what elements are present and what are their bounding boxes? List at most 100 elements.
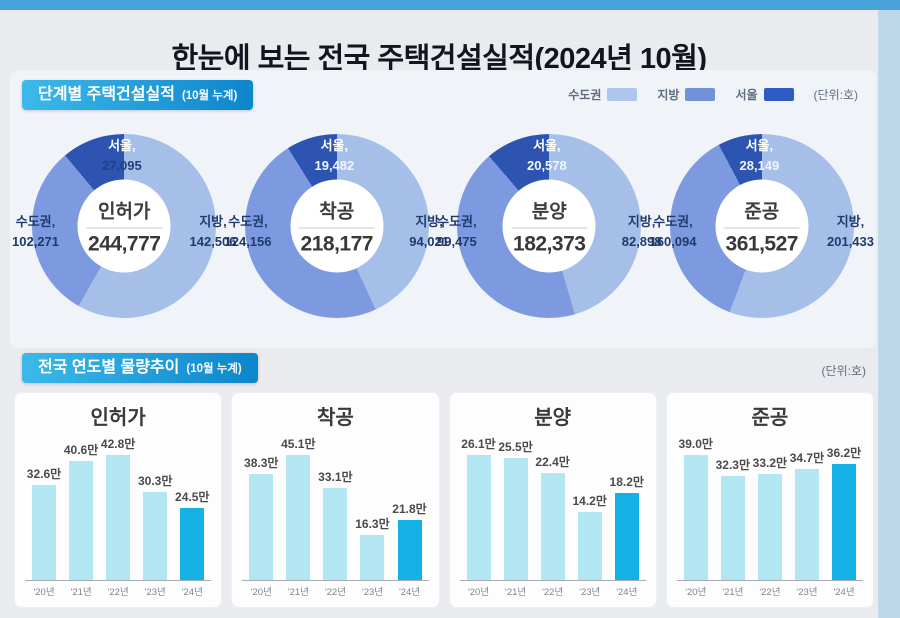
donut-title: 준공 <box>744 201 780 222</box>
bar <box>540 473 565 580</box>
donut-label-seoul: 서울, 27,095 <box>101 138 142 173</box>
bar-column: 45.1만 <box>281 435 316 580</box>
bar-value-label: 22.4만 <box>535 455 570 469</box>
right-accent-strip <box>878 10 900 618</box>
trend-section-header: 전국 연도별 물량추이 (10월 누계) <box>22 353 258 383</box>
stage-section-header: 단계별 주택건설실적 (10월 누계) <box>22 80 254 110</box>
bar-value-label: 39.0만 <box>678 437 713 451</box>
bar-column: 40.6만 <box>64 441 98 580</box>
bar-column: 36.2만 <box>827 444 861 580</box>
x-axis-label: '23년 <box>361 587 383 598</box>
bar <box>360 535 385 580</box>
bar-column: 39.0만 <box>679 435 713 580</box>
legend: 수도권 지방 서울 (단위:호) <box>568 86 858 103</box>
bar <box>577 512 602 580</box>
bar-column: 25.5만 <box>498 438 533 580</box>
donut-label-seoul: 서울, 28,149 <box>739 138 780 173</box>
bar-chart-title: 인허가 <box>90 407 146 429</box>
x-axis-label: '22년 <box>759 587 781 598</box>
donut-chart-starts: 착공 218,177 서울, 19,482 수도권, 124,156 지방, 9… <box>225 130 449 330</box>
bar-column: 33.1만 <box>318 468 353 580</box>
bar <box>143 492 168 580</box>
donut-row: 인허가 244,777 서울, 27,095 수도권, 102,271 지방, … <box>12 130 874 330</box>
bar <box>720 476 745 580</box>
donut-total: 182,373 <box>513 232 586 255</box>
bar-highlighted <box>832 464 856 580</box>
donut-total: 361,527 <box>725 232 799 255</box>
bar-value-label: 32.6만 <box>26 467 62 481</box>
donut-label-capital: 수도권, 102,271 <box>12 214 59 249</box>
bar-plot-area: 32.6만 40.6만 42.8만 30.3만 24.5만 <box>25 432 212 581</box>
bar-plot-area: 39.0만 32.3만 33.2만 34.7만 36.2만 <box>676 432 863 581</box>
legend-item-seoul: 서울 <box>735 86 794 103</box>
x-axis-label: '24년 <box>833 587 855 598</box>
bar-column: 14.2만 <box>572 492 607 580</box>
bar-value-label: 18.2만 <box>609 475 644 489</box>
bar-column: 32.6만 <box>27 465 61 580</box>
bar <box>286 455 311 580</box>
donut-label-capital: 수도권, 124,156 <box>224 214 272 249</box>
legend-swatch-capital <box>607 88 638 101</box>
bar-value-label: 33.1만 <box>318 470 353 484</box>
bar-column: 42.8만 <box>101 435 135 580</box>
trend-section-header-sub: (10월 누계) <box>186 363 242 375</box>
bar-value-label: 40.6만 <box>63 443 99 457</box>
x-axis-label: '24년 <box>181 587 203 598</box>
x-axis-labels: '20년 '21년 '22년 '23년 '24년 <box>677 584 863 598</box>
legend-label-seoul: 서울 <box>735 88 758 102</box>
bar-column: 16.3만 <box>355 515 390 580</box>
bar-chart-permits: 인허가 32.6만 40.6만 42.8만 30.3만 24.5만 '20년 '21년 '2… <box>14 392 223 608</box>
x-axis-labels: '20년 '21년 '22년 '23년 '24년 <box>460 584 646 598</box>
bar-column: 33.2만 <box>753 454 787 580</box>
bar-column: 26.1만 <box>461 435 496 580</box>
bar-chart-row: 인허가 32.6만 40.6만 42.8만 30.3만 24.5만 '20년 '21년 '2… <box>14 392 874 608</box>
donut-divider <box>511 227 588 228</box>
bar <box>69 461 94 580</box>
bar-value-label: 36.2만 <box>826 446 862 460</box>
bar-highlighted <box>180 508 205 580</box>
bar-column: 21.8만 <box>392 500 427 580</box>
bar-value-label: 24.5만 <box>175 490 210 504</box>
bar-chart-title: 착공 <box>316 407 354 429</box>
x-axis-label: '23년 <box>796 587 818 598</box>
donut-label-capital: 수도권, 99,475 <box>437 214 477 249</box>
bar-value-label: 25.5만 <box>498 440 533 454</box>
bar <box>757 474 782 580</box>
legend-label-capital: 수도권 <box>568 88 602 102</box>
bar-highlighted <box>614 493 639 580</box>
donut-label-region: 지방, 82,898 <box>621 214 662 249</box>
donut-divider <box>723 227 800 228</box>
bar-highlighted <box>397 520 422 580</box>
x-axis-label: '22년 <box>107 587 129 598</box>
bar-column: 32.3만 <box>716 456 750 580</box>
bar <box>466 455 491 580</box>
donut-label-seoul: 서울, 19,482 <box>314 138 355 173</box>
x-axis-label: '21년 <box>70 587 92 598</box>
donut-divider <box>298 227 375 228</box>
x-axis-labels: '20년 '21년 '22년 '23년 '24년 <box>25 584 211 598</box>
bar-column: 38.3만 <box>244 454 278 580</box>
donut-total: 218,177 <box>300 232 374 255</box>
donut-chart-completions: 준공 361,527 서울, 28,149 수도권, 160,094 지방, 2… <box>650 130 874 330</box>
donut-label-region: 지방, 94,021 <box>409 214 449 249</box>
stage-section-header-sub: (10월 누계) <box>181 90 238 102</box>
bar-plot-area: 26.1만 25.5만 22.4만 14.2만 18.2만 <box>459 432 646 581</box>
bar-value-label: 45.1만 <box>281 437 316 451</box>
donut-total: 244,777 <box>88 232 161 255</box>
stage-section-panel: 단계별 주택건설실적 (10월 누계) 수도권 지방 서울 (단위:호) 인허가 <box>10 70 876 348</box>
bar-column: 30.3만 <box>138 472 172 580</box>
legend-item-region: 지방 <box>657 86 716 103</box>
donut-center-sales: 분양 182,373 <box>502 179 596 273</box>
donut-label-region: 지방, 201,433 <box>827 214 874 249</box>
bar-plot-area: 38.3만 45.1만 33.1만 16.3만 21.8만 <box>242 432 429 581</box>
bar-value-label: 33.2만 <box>752 456 788 470</box>
x-axis-label: '22년 <box>324 587 346 598</box>
bar-column: 22.4만 <box>535 453 570 580</box>
x-axis-label: '23년 <box>144 587 166 598</box>
legend-item-capital: 수도권 <box>568 86 638 103</box>
legend-swatch-region <box>685 88 716 101</box>
bar-column: 18.2만 <box>610 473 644 580</box>
donut-divider <box>86 227 163 228</box>
donut-center-starts: 착공 218,177 <box>290 179 384 273</box>
